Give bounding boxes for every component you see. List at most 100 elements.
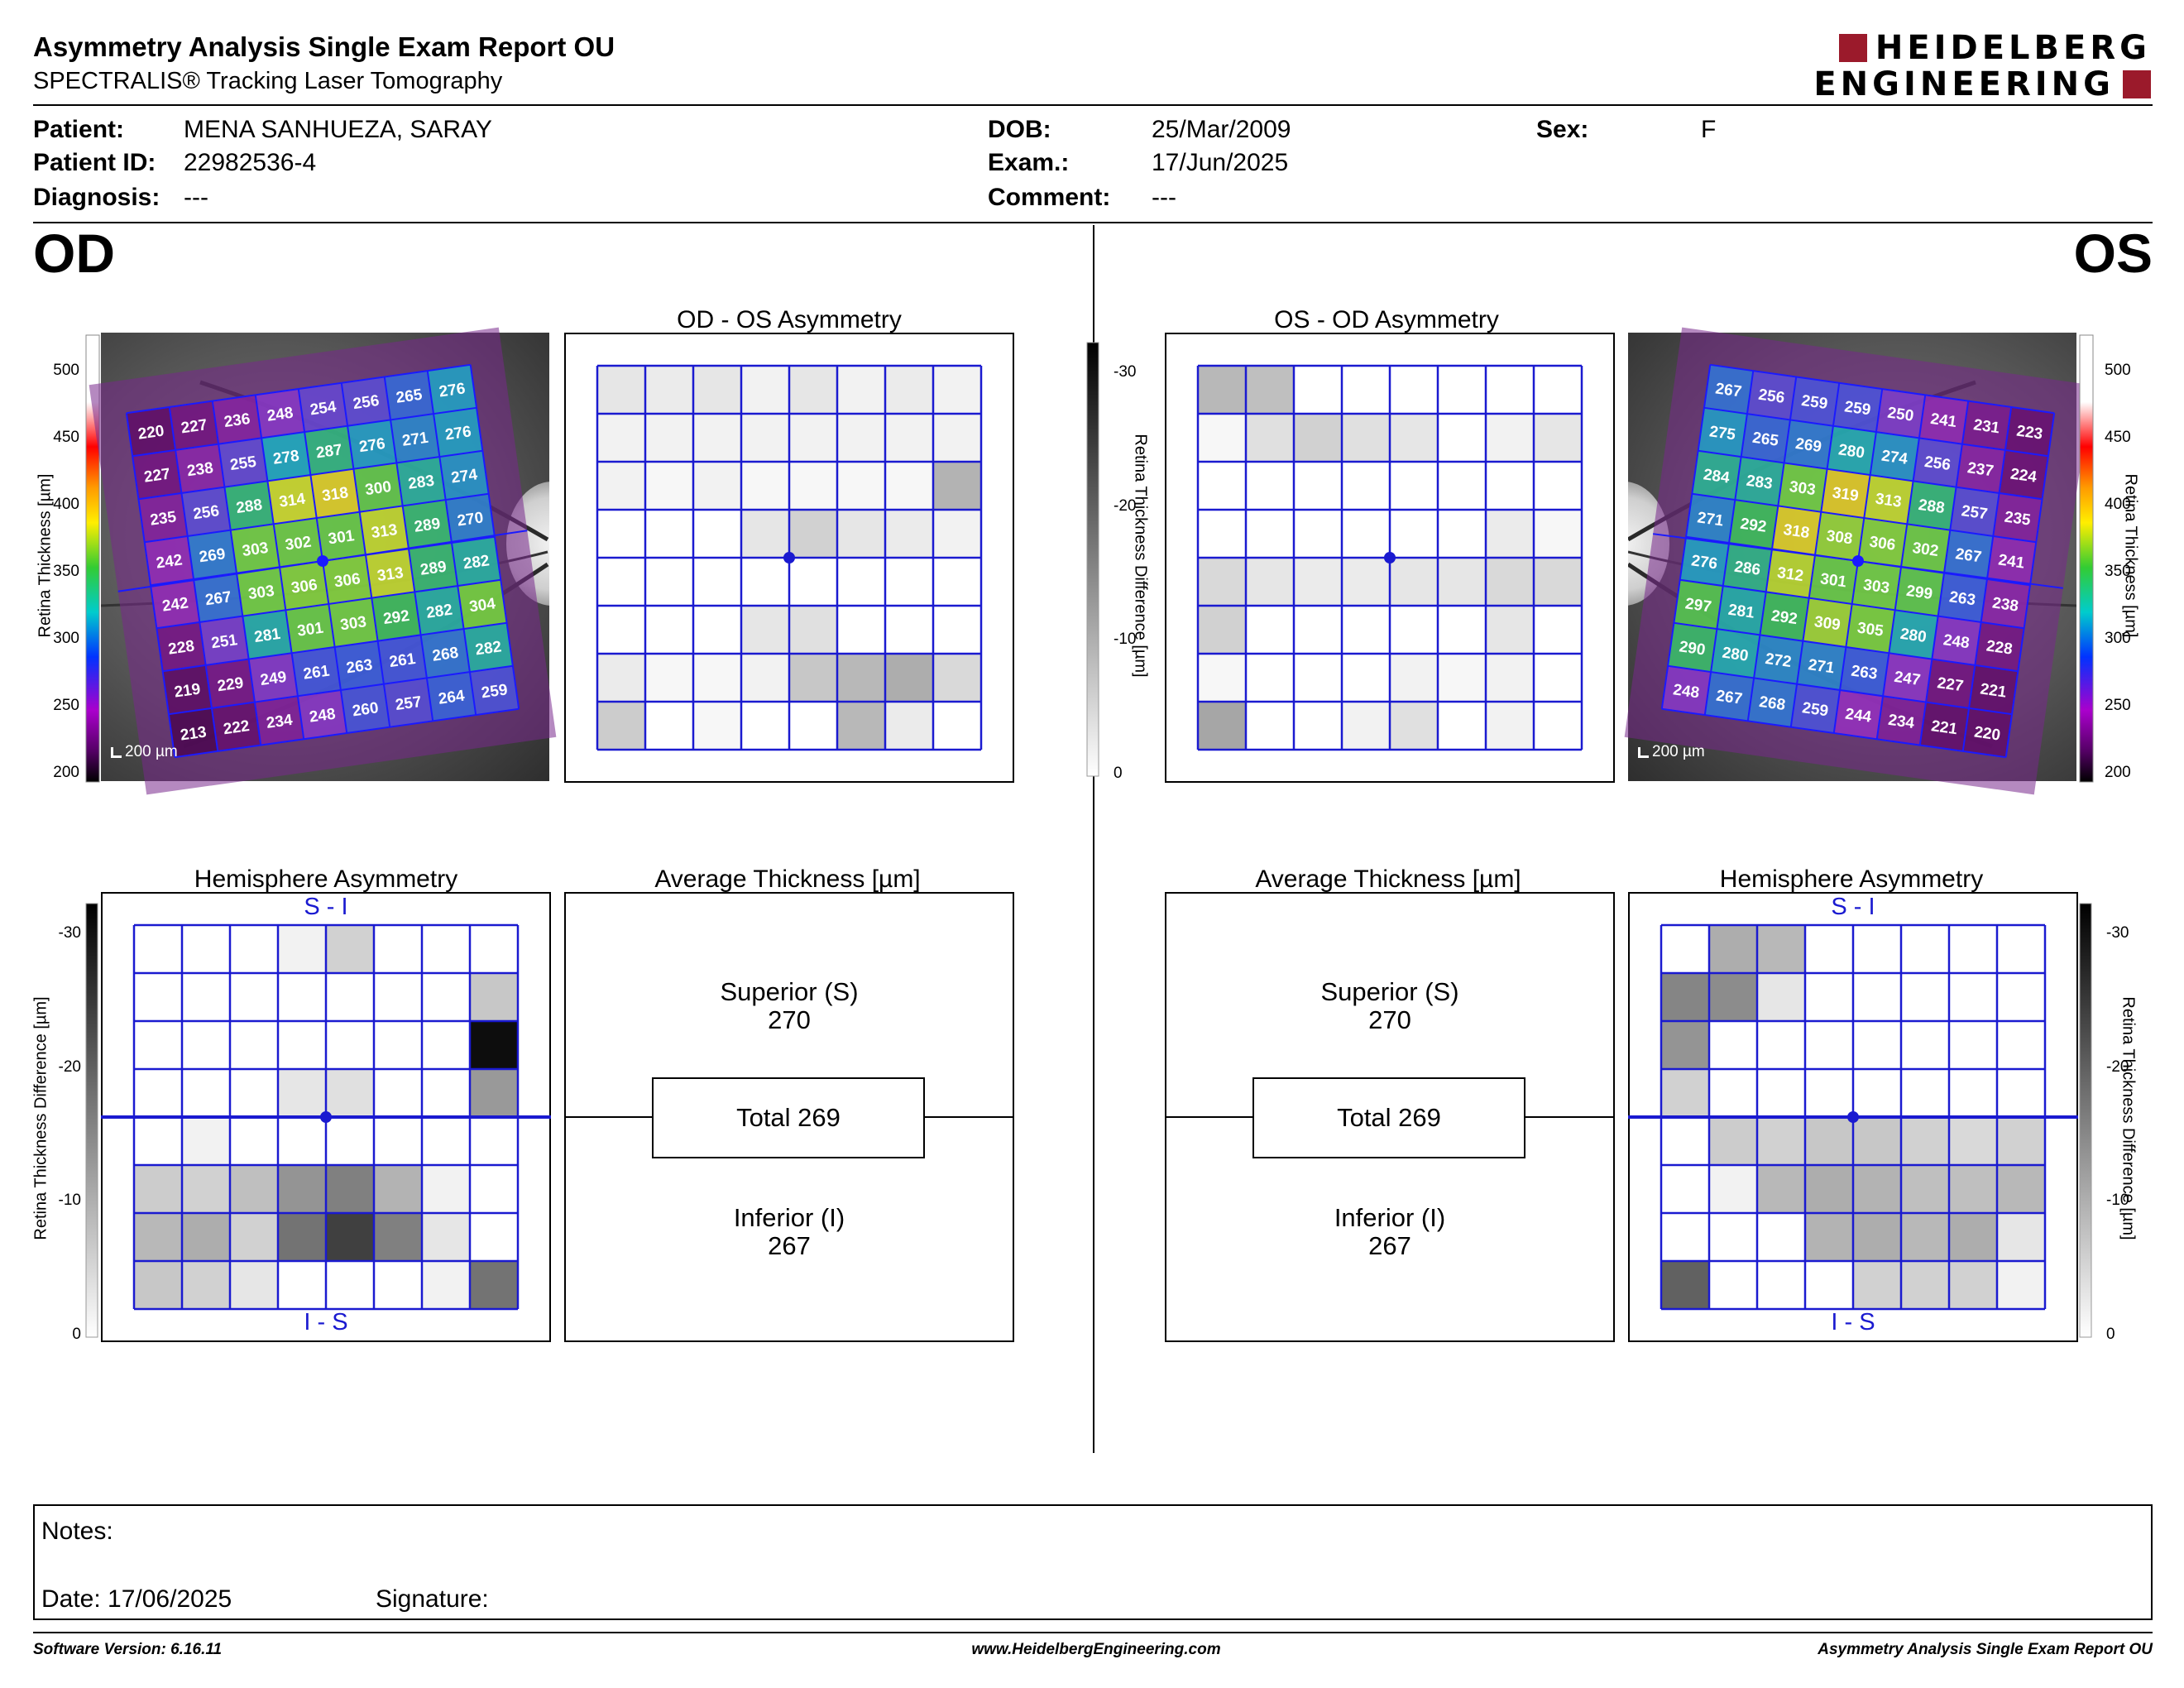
os-od-asym-cell [1438,702,1486,750]
od-thickness-map: 220 227 236 248 254 256 265 276 227 238 255 278 287 2… [89,327,557,795]
os-thickness-value: 280 [1899,626,1928,646]
os-thickness-value: 280 [1721,645,1749,665]
od-thickness-value: 219 [173,680,201,701]
os-thickness-value: 259 [1800,392,1828,413]
od-hemi-cell [182,925,230,973]
os-hemi-cell [1805,1213,1853,1261]
logo-line-1: HEIDELBERG [1838,31,2151,65]
od-thickness-value: 242 [161,594,189,615]
od-hemi-cell [374,1261,422,1309]
od-thickness-cell [237,567,286,616]
od-hemi-cell [134,1021,182,1069]
os-hemi-cell [1661,925,1709,973]
od-thickness-cell [304,425,354,476]
os-scale-bar: 200 µm [1638,743,1705,761]
od-hemi-cell [182,1117,230,1165]
sex: F [1701,116,1717,143]
od-thickness-cell [254,696,304,746]
os-thickness-value: 220 [1973,723,2001,744]
os-hemi-top-label: S - I [1831,894,1875,920]
center-separator [1093,225,1094,1453]
os-hemi-cell [1805,1021,1853,1069]
os-thickness-grid-line [1661,707,2006,759]
os-od-asym-cell [1294,414,1342,462]
od-thickness-cell [316,511,366,561]
od-label: OD [33,223,115,284]
od-thickness-value: 313 [376,564,405,585]
od-thickness-cell [341,376,391,426]
os-thickness-cell [1692,450,1741,501]
os-thickness-value: 259 [1843,398,1871,419]
od-thickness-grid-line [175,707,520,759]
os-thickness-value: 308 [1825,527,1853,548]
od-os-asym-cell [789,414,837,462]
os-thickness-cell [1803,597,1852,647]
os-thickness-map: 267 256 259 259 250 241 231 223 275 265 269 280 274 2… [1624,327,2092,795]
od-os-asym-cell [933,702,981,750]
os-thickness-value: 305 [1856,620,1885,640]
od-thickness-value: 227 [180,416,208,437]
od-thickness-cell [151,578,200,629]
os-hemi-cell [1757,973,1805,1021]
od-os-asym-cell [837,654,885,702]
od-os-asym-cell [645,702,693,750]
os-thickness-tick-3: 350 [2105,563,2131,580]
od-os-asym-cell [693,510,741,558]
os-thickness-value: 221 [1979,680,2008,701]
os-thickness-cell [1717,586,1766,635]
os-thickness-value: 302 [1911,539,1939,560]
od-thickness-cell [285,603,335,654]
od-hemi-cell [326,1021,374,1069]
os-thickness-value: 281 [1727,602,1756,622]
logo-text-2: ENGINEERING [1813,65,2115,103]
patient-id: 22982536-4 [184,149,317,176]
os-hemi-diff-tick-1: -20 [2106,1057,2129,1076]
os-od-asym-cell [1438,654,1486,702]
od-thickness-value: 283 [407,472,435,493]
os-od-asym-cell [1534,366,1582,414]
os-hemi-cell [1853,1021,1901,1069]
od-total: Total 269 [652,1077,925,1158]
os-thickness-cell [1962,707,2013,758]
od-hemi-cell [230,1213,278,1261]
od-thickness-value: 268 [431,645,459,665]
od-thickness-tick-5: 250 [53,697,79,714]
os-od-asym-cell [1294,702,1342,750]
os-od-asymmetry-title: OS - OD Asymmetry [1274,306,1499,333]
os-od-asym-cell [1294,654,1342,702]
od-thickness-value: 287 [315,441,343,462]
od-hemi-cell [374,1165,422,1213]
od-os-asym-cell [597,558,645,606]
os-thickness-cell [1889,610,1938,659]
os-hemi-diff-colorbar [2079,903,2092,1338]
os-superior-value: 270 [1368,1005,1411,1034]
od-thickness-cell [323,554,372,604]
od-hemi-cell [278,925,326,973]
od-thickness-value: 282 [462,552,491,573]
os-hemi-diff-tick-0: -30 [2106,924,2129,942]
os-hemi-cell [1901,1117,1949,1165]
od-thickness-value: 282 [425,602,453,622]
od-hemi-bottom-label: I - S [304,1309,348,1336]
od-hemi-cell [182,1021,230,1069]
od-thickness-cell [310,468,360,519]
od-thickness-cell [451,536,501,587]
os-hemi-cell [1901,925,1949,973]
od-os-asym-cell [693,702,741,750]
os-hemi-cell [1997,925,2045,973]
os-inferior-label: Inferior (I) [1334,1203,1446,1232]
os-hemi-cell [1901,1165,1949,1213]
od-thickness-value: 270 [456,509,484,530]
od-hemi-cell [326,1165,374,1213]
od-thickness-value: 314 [278,490,307,511]
od-os-asymmetry-grid [596,364,983,751]
os-thickness-cell [1876,696,1927,746]
os-thickness-cell [1722,543,1773,592]
os-od-asym-cell [1390,606,1438,654]
od-thickness-cell [371,592,421,641]
os-hemi-cell [1901,973,1949,1021]
os-od-asym-cell [1246,414,1294,462]
dob: 25/Mar/2009 [1152,116,1291,143]
od-hemi-cell [326,925,374,973]
logo-line-2: ENGINEERING [1813,65,2151,103]
